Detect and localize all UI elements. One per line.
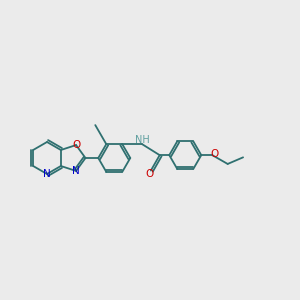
Text: O: O — [72, 140, 80, 150]
Text: N: N — [72, 166, 80, 176]
Text: N: N — [43, 169, 51, 179]
Text: O: O — [146, 169, 154, 178]
Text: NH: NH — [135, 135, 149, 145]
Text: O: O — [210, 149, 218, 159]
